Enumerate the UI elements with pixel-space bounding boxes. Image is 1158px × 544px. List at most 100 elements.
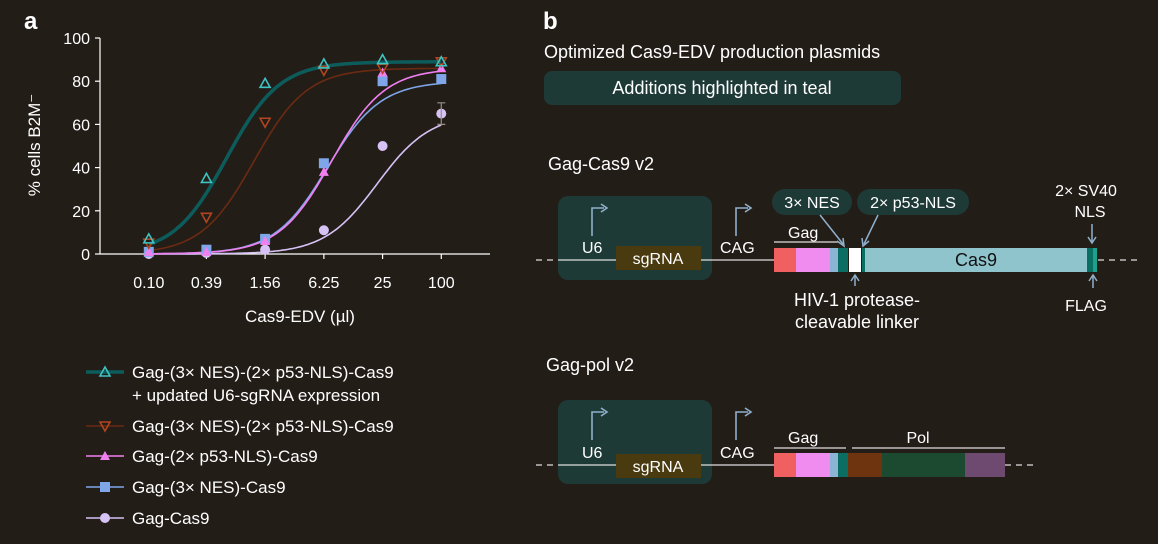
legend-label: Gag-(2× p53-NLS)-Cas9 [132, 447, 318, 466]
x-tick-label: 1.56 [250, 275, 281, 292]
data-point [258, 117, 272, 129]
x-axis-label: Cas9-EDV (µl) [245, 307, 355, 326]
u6-label: U6 [582, 240, 603, 257]
linker-label-line2: cleavable linker [795, 312, 919, 332]
sv40-label-line2: NLS [1074, 204, 1105, 221]
flag-segment [1093, 248, 1097, 272]
data-point [434, 55, 448, 67]
data-point [201, 246, 212, 256]
u6-promoter-arrow [591, 207, 604, 236]
data-point [200, 171, 213, 184]
series-curve [148, 60, 442, 247]
legend-label-line2: + updated U6-sgRNA expression [132, 386, 380, 405]
sgRNA-block [616, 246, 701, 270]
data-point [436, 74, 447, 85]
data-point [376, 52, 389, 65]
legend-label: Gag-(3× NES)-(2× p53-NLS)-Cas9 [132, 417, 394, 436]
diagram-title: Optimized Cas9-EDV production plasmids [544, 42, 880, 62]
x-tick-label: 0.10 [133, 275, 164, 292]
panel-b-label: b [543, 8, 558, 35]
gag2-segment-pink [796, 453, 830, 477]
chart-curves [148, 60, 442, 255]
panel-a-label: a [24, 8, 38, 35]
series-curve [148, 82, 442, 255]
sgRNA-label: sgRNA [633, 251, 684, 268]
highlight-note-box [544, 71, 901, 105]
chart-legend: Gag-(3× NES)-(2× p53-NLS)-Cas9 + updated … [86, 363, 394, 528]
pol-segment-brown [848, 453, 882, 477]
nes2-segment [838, 453, 848, 477]
sgRNA-label-2: sgRNA [633, 459, 684, 476]
series-curve [148, 70, 442, 255]
flag-label: FLAG [1065, 298, 1107, 315]
sv40-nls-segment [1087, 248, 1093, 272]
chart-axes: 0 20 40 60 80 100 0.10 0.39 1.56 6.25 25 100 [63, 31, 490, 292]
series-curve [148, 124, 442, 255]
y-tick-label: 80 [72, 74, 90, 91]
data-point [317, 65, 331, 78]
u6-promoter-arrow-2 [591, 411, 604, 440]
pol-segment-purple [965, 453, 1005, 477]
error-bar [437, 102, 446, 125]
series-curve [148, 67, 442, 252]
construct2-name: Gag-pol v2 [546, 355, 634, 375]
data-point [317, 57, 331, 69]
gag2-segment-red [774, 453, 796, 477]
data-point [258, 76, 272, 89]
y-tick-label: 40 [72, 161, 90, 178]
u6-label-2: U6 [582, 445, 603, 462]
x-tick-label: 6.25 [308, 275, 339, 292]
cag-label: CAG [720, 240, 755, 257]
data-point [142, 232, 156, 244]
legend-label: Gag-Cas9 [132, 509, 209, 528]
legend-marker [98, 421, 112, 433]
y-tick-label: 20 [72, 204, 90, 221]
sv40-label-line1: 2× SV40 [1055, 183, 1117, 200]
nls-label: 2× p53-NLS [870, 195, 956, 212]
construct1-name: Gag-Cas9 v2 [548, 154, 654, 174]
gag-segment-red [774, 248, 796, 272]
data-point [377, 76, 388, 87]
gag2-segment-lightblue [830, 453, 838, 477]
nls-pill [857, 189, 969, 215]
gag-label: Gag [788, 225, 818, 242]
data-point [260, 244, 271, 255]
y-tick-label: 60 [72, 117, 90, 134]
cas9-label: Cas9 [955, 250, 997, 270]
x-tick-label: 100 [428, 275, 455, 292]
data-point [318, 225, 329, 236]
data-point [318, 166, 329, 176]
construct-gag-cas9-v2: Gag-Cas9 v2 U6 sgRNA CAG Gag Cas9 3× NES [536, 154, 1142, 332]
data-point [142, 238, 156, 250]
legend-label: Gag-(3× NES)-(2× p53-NLS)-Cas9 [132, 363, 394, 382]
data-point [200, 212, 213, 224]
linker-segment [849, 248, 861, 272]
gag-segment-lightblue [830, 248, 838, 272]
data-point [260, 236, 271, 246]
cag-promoter-arrow [735, 207, 748, 236]
legend-marker [98, 365, 112, 377]
gag-label-2: Gag [788, 430, 818, 447]
dose-response-chart: 0 20 40 60 80 100 0.10 0.39 1.56 6.25 25 100 % cell… [25, 31, 490, 528]
nls-segment [862, 248, 865, 272]
nes-segment [838, 248, 848, 272]
pol-segment-green [882, 453, 965, 477]
legend-label: Gag-(3× NES)-Cas9 [132, 478, 286, 497]
x-tick-label: 25 [374, 275, 392, 292]
highlight-note: Additions highlighted in teal [612, 78, 831, 98]
gag-segment-pink [796, 248, 830, 272]
legend-marker [100, 451, 110, 460]
cag-label-2: CAG [720, 445, 755, 462]
data-point [143, 246, 154, 256]
data-point [318, 158, 329, 169]
sgRNA-block-2 [616, 454, 701, 478]
nes-label: 3× NES [784, 195, 840, 212]
y-tick-label: 100 [63, 31, 90, 48]
y-axis-label: % cells B2M⁻ [25, 94, 44, 197]
legend-marker [100, 513, 110, 523]
linker-label-line1: HIV-1 protease- [794, 290, 920, 310]
nes-pill [772, 189, 852, 215]
data-point [377, 141, 388, 151]
construct-gag-pol-v2: Gag-pol v2 U6 sgRNA CAG Gag Pol [536, 355, 1038, 484]
y-tick-label: 0 [81, 247, 90, 264]
